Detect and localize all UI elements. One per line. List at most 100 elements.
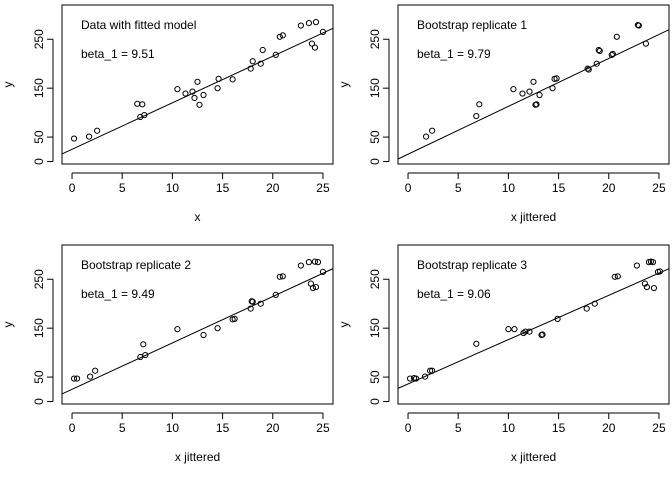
- data-point: [643, 283, 651, 291]
- data-point: [473, 112, 480, 120]
- data-point: [533, 101, 540, 108]
- data-point: [200, 91, 207, 99]
- data-point: [141, 111, 148, 119]
- x-tick-label: 20: [266, 181, 280, 195]
- data-point: [214, 325, 221, 332]
- data-point: [189, 88, 196, 95]
- data-point: [423, 133, 430, 140]
- y-axis-label: y: [1, 82, 15, 88]
- x-tick-label: 0: [69, 181, 76, 195]
- data-point: [656, 268, 664, 275]
- y-tick-label: 150: [32, 78, 46, 98]
- y-tick-label: 0: [32, 398, 46, 405]
- y-tick-label: 0: [368, 398, 382, 405]
- data-point: [92, 367, 99, 374]
- data-point: [539, 331, 546, 338]
- x-tick-label: 0: [69, 421, 76, 435]
- data-point: [649, 259, 657, 266]
- beta-label: beta_1 = 9.06: [417, 287, 491, 301]
- data-point: [174, 86, 181, 93]
- panel-annotation: Bootstrap replicate 1: [417, 18, 527, 32]
- y-tick-label: 150: [32, 318, 46, 338]
- data-point: [650, 284, 658, 292]
- panel-annotation: Bootstrap replicate 2: [81, 258, 191, 272]
- data-point: [70, 375, 78, 382]
- x-tick-label: 25: [316, 181, 330, 195]
- x-tick-label: 5: [119, 181, 126, 195]
- data-point: [309, 284, 317, 292]
- data-point: [142, 351, 149, 359]
- data-point: [196, 101, 203, 108]
- data-point: [70, 135, 78, 142]
- data-point: [526, 328, 533, 335]
- x-axis-label: x jittered: [511, 210, 556, 224]
- data-point: [584, 65, 591, 72]
- data-point: [595, 46, 602, 54]
- y-tick-label: 250: [32, 29, 46, 49]
- data-point: [422, 373, 429, 380]
- y-tick-label: 250: [32, 269, 46, 289]
- data-point: [591, 300, 598, 307]
- x-tick-label: 5: [455, 421, 462, 435]
- plot-frame: [61, 4, 334, 165]
- data-point: [319, 28, 327, 36]
- data-point: [412, 375, 420, 382]
- data-point: [510, 86, 517, 93]
- data-point: [137, 353, 144, 361]
- data-point: [427, 367, 434, 374]
- data-point: [259, 46, 266, 54]
- data-point: [279, 273, 286, 280]
- x-tick-label: 10: [502, 421, 516, 435]
- data-point: [305, 20, 313, 27]
- x-tick-label: 20: [266, 421, 280, 435]
- data-point: [314, 259, 322, 266]
- y-tick-label: 250: [368, 269, 382, 289]
- x-tick-label: 20: [602, 181, 616, 195]
- fit-line: [397, 268, 670, 389]
- x-tick-label: 15: [552, 421, 566, 435]
- x-tick-label: 25: [316, 421, 330, 435]
- plot-frame: [397, 244, 670, 405]
- y-tick-label: 0: [368, 158, 382, 165]
- y-tick-label: 150: [368, 318, 382, 338]
- data-point: [257, 60, 264, 67]
- data-point: [139, 101, 146, 108]
- data-point: [140, 341, 147, 348]
- x-tick-label: 10: [166, 181, 180, 195]
- data-point: [215, 75, 222, 82]
- x-tick-label: 5: [119, 421, 126, 435]
- data-point: [311, 44, 319, 51]
- x-tick-label: 20: [602, 421, 616, 435]
- data-point: [297, 22, 304, 29]
- data-point: [522, 328, 529, 335]
- x-tick-label: 5: [455, 181, 462, 195]
- data-point: [297, 262, 304, 269]
- x-tick-label: 0: [405, 421, 412, 435]
- data-point: [635, 22, 642, 29]
- data-point: [231, 315, 238, 322]
- data-point: [593, 60, 600, 67]
- data-point: [611, 273, 618, 280]
- data-point: [276, 33, 283, 40]
- data-point: [194, 78, 201, 85]
- data-point: [476, 101, 483, 108]
- x-tick-label: 15: [216, 181, 230, 195]
- data-point: [272, 51, 279, 59]
- data-point: [247, 65, 254, 72]
- data-point: [554, 315, 561, 322]
- data-point: [308, 40, 316, 47]
- data-point: [319, 268, 327, 276]
- data-point: [312, 283, 320, 291]
- data-point: [312, 19, 320, 26]
- fit-line: [61, 27, 334, 155]
- y-tick-label: 50: [32, 370, 46, 384]
- data-point: [553, 75, 560, 82]
- y-tick-label: 150: [368, 78, 382, 98]
- x-tick-label: 25: [652, 181, 666, 195]
- data-point: [583, 305, 590, 312]
- data-point: [87, 373, 94, 380]
- y-tick-label: 50: [368, 130, 382, 144]
